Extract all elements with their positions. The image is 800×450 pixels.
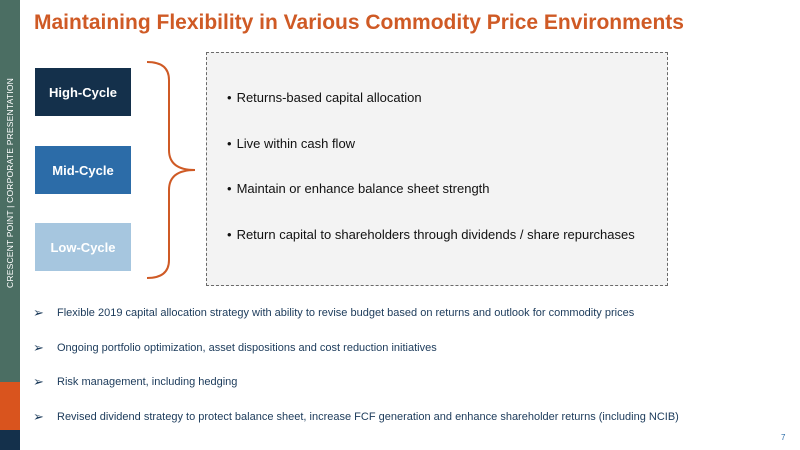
sidebar-accent-orange [0,382,20,430]
highlight-item: ➢ Revised dividend strategy to protect b… [33,400,679,435]
principle-item: Live within cash flow [227,136,667,182]
highlight-item: ➢ Ongoing portfolio optimization, asset … [33,331,679,366]
principle-item: Returns-based capital allocation [227,90,667,136]
highlight-text: Flexible 2019 capital allocation strateg… [57,307,635,320]
page-title: Maintaining Flexibility in Various Commo… [34,11,684,34]
arrow-bullet-icon: ➢ [33,374,44,390]
highlight-item: ➢ Risk management, including hedging [33,365,679,400]
curly-brace-icon [146,61,196,279]
highlight-text: Risk management, including hedging [57,376,238,389]
sidebar-label: CRESCENT POINT | CORPORATE PRESENTATION [5,78,15,288]
high-cycle-box: High-Cycle [35,68,131,116]
principle-item: Return capital to shareholders through d… [227,227,667,273]
principles-list: Returns-based capital allocation Live wi… [207,53,667,272]
page-number: 7 [781,433,786,442]
principle-item: Maintain or enhance balance sheet streng… [227,181,667,227]
highlight-text: Revised dividend strategy to protect bal… [57,410,679,423]
highlight-text: Ongoing portfolio optimization, asset di… [57,341,437,354]
highlights-list: ➢ Flexible 2019 capital allocation strat… [33,296,679,434]
arrow-bullet-icon: ➢ [33,339,44,355]
highlight-item: ➢ Flexible 2019 capital allocation strat… [33,296,679,331]
sidebar-accent-navy [0,430,20,450]
principles-box: Returns-based capital allocation Live wi… [206,52,668,286]
low-cycle-box: Low-Cycle [35,223,131,271]
arrow-bullet-icon: ➢ [33,305,44,321]
sidebar: CRESCENT POINT | CORPORATE PRESENTATION [0,0,20,450]
mid-cycle-box: Mid-Cycle [35,146,131,194]
arrow-bullet-icon: ➢ [33,408,44,424]
